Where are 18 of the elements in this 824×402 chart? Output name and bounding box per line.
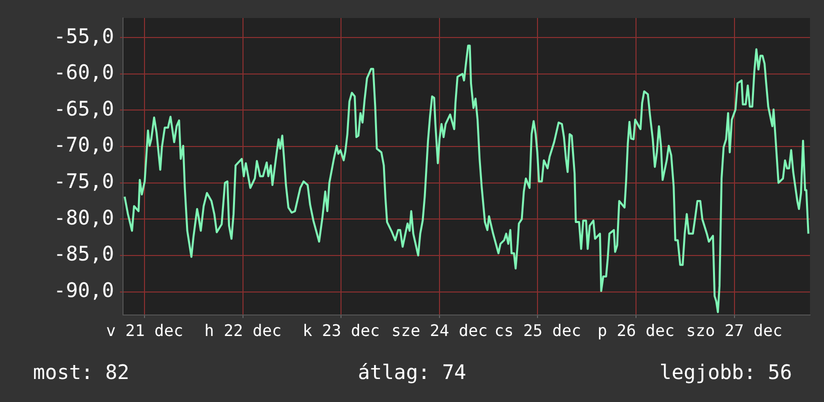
y-tick-label: -70,0 (54, 132, 114, 157)
x-tick-label: v 21 dec (106, 320, 184, 340)
x-tick-label: szo 27 dec (686, 320, 782, 340)
y-tick-label: -60,0 (54, 60, 114, 84)
y-tick-label: -65,0 (54, 96, 114, 120)
y-tick-label: -75,0 (54, 169, 114, 194)
text: átlag: 74 (358, 360, 466, 384)
x-tick-label: h 22 dec (204, 320, 282, 340)
x-tick-label: p 26 dec (597, 320, 675, 340)
y-tick-label: -90,0 (54, 278, 114, 302)
y-tick-label: -85,0 (54, 242, 114, 266)
y-tick-label: -80,0 (54, 205, 114, 230)
text: most: 82 (33, 360, 130, 384)
y-tick-label: -55,0 (54, 24, 114, 48)
x-tick-label: cs 25 dec (494, 320, 582, 340)
text: legjobb: 56 (660, 360, 792, 384)
x-tick-label: sze 24 dec (391, 320, 488, 340)
x-tick-label: k 23 dec (302, 320, 380, 340)
